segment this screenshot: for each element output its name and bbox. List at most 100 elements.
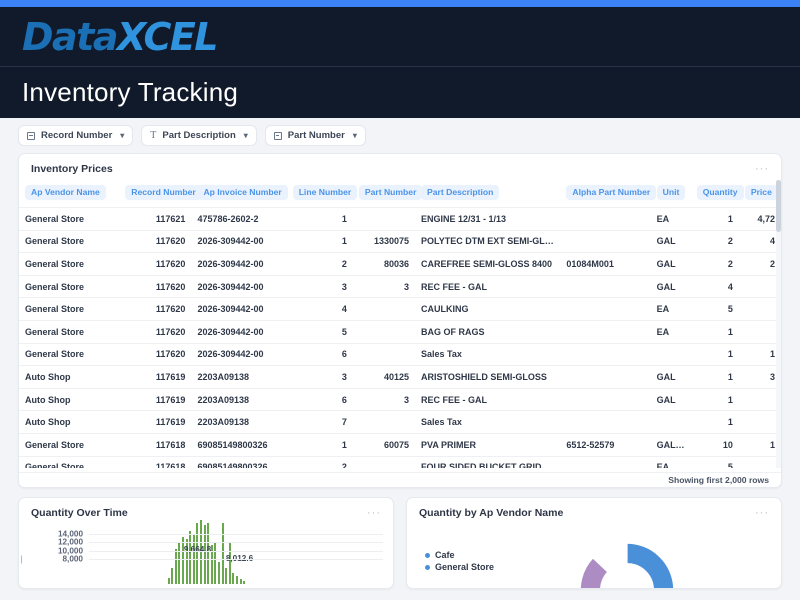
quantity-over-time-card: Quantity Over Time ··· — 14,00012,00010,…	[18, 497, 394, 589]
table-row[interactable]: General Store1176202026-309442-00280036C…	[19, 253, 781, 276]
filter-bar: Record Number ▾ T Part Description ▾ Par…	[0, 118, 800, 153]
table-cell: 117619	[119, 411, 191, 434]
chart2-options-kebab-icon[interactable]: ···	[755, 510, 769, 516]
table-cell: 3	[739, 366, 781, 389]
number-box-icon	[27, 132, 35, 140]
table-cell: 2026-309442-00	[191, 320, 286, 343]
quantity-by-vendor-plot[interactable]: Cafe General Store	[407, 526, 781, 584]
table-cell: 2	[691, 253, 739, 276]
chart1-bar	[189, 531, 191, 584]
chart1-bar	[229, 543, 231, 584]
table-cell: 117620	[119, 230, 191, 253]
table-row[interactable]: General Store1176202026-309442-004CAULKI…	[19, 298, 781, 321]
table-cell: GAL	[651, 275, 691, 298]
column-header-pill[interactable]: Ap Vendor Name	[25, 185, 106, 200]
column-header-pill[interactable]: Price	[745, 185, 778, 200]
chart1-bar	[225, 568, 227, 584]
table-cell: 1	[691, 388, 739, 411]
table-row[interactable]: Auto Shop1176192203A0913863REC FEE - GAL…	[19, 388, 781, 411]
table-row[interactable]: General Store1176202026-309442-001133007…	[19, 230, 781, 253]
table-cell	[560, 388, 650, 411]
legend-item[interactable]: General Store	[425, 562, 494, 572]
table-cell: 1	[691, 343, 739, 366]
table-cell	[560, 230, 650, 253]
table-row[interactable]: General Store1176202026-309442-0033REC F…	[19, 275, 781, 298]
table-cell	[353, 411, 415, 434]
table-row[interactable]: Auto Shop1176192203A091387Sales Tax1	[19, 411, 781, 434]
table-cell	[560, 343, 650, 366]
table-scroll-area[interactable]: Ap Vendor NameRecord NumberAp Invoice Nu…	[19, 180, 781, 468]
column-header-pill[interactable]: Alpha Part Number	[566, 185, 656, 200]
table-cell: Sales Tax	[415, 411, 560, 434]
table-cell: 1	[287, 433, 353, 456]
table-cell: 60075	[353, 433, 415, 456]
quantity-over-time-plot[interactable]: — 14,00012,00010,0008,000 9,664.88,012.6	[19, 526, 393, 584]
chart1-y-tick-labels: 14,00012,00010,0008,000	[25, 526, 83, 584]
chart1-bar	[214, 542, 216, 584]
column-header-pill[interactable]: Part Description	[421, 185, 499, 200]
table-cell: 117620	[119, 298, 191, 321]
table-cell: 3	[287, 275, 353, 298]
table-cell: GAL	[651, 253, 691, 276]
page-title: Inventory Tracking	[22, 77, 238, 108]
table-cell: 01084M001	[560, 253, 650, 276]
donut-chart[interactable]	[527, 530, 727, 589]
donut-slice[interactable]	[580, 558, 608, 589]
chart1-y-tick: 8,000	[63, 554, 84, 563]
table-cell: 117620	[119, 320, 191, 343]
table-cell: 5	[691, 298, 739, 321]
table-cell	[560, 456, 650, 468]
table-cell: FOUR SIDED BUCKET GRID 2G...	[415, 456, 560, 468]
chart1-bar	[236, 576, 238, 584]
table-options-kebab-icon[interactable]: ···	[755, 166, 769, 172]
filter-part-number[interactable]: Part Number ▾	[265, 125, 366, 146]
chart1-options-kebab-icon[interactable]: ···	[367, 510, 381, 516]
column-header-0: Ap Vendor Name	[19, 180, 119, 208]
table-row[interactable]: Auto Shop1176192203A09138340125ARISTOSHI…	[19, 366, 781, 389]
table-cell: 117620	[119, 343, 191, 366]
brand-header: DataXCEL	[0, 7, 800, 67]
column-header-pill[interactable]: Line Number	[293, 185, 358, 200]
app-root: DataXCEL Inventory Tracking Record Numbe…	[0, 0, 800, 600]
table-cell: Auto Shop	[19, 366, 119, 389]
table-cell	[560, 411, 650, 434]
column-header-pill[interactable]: Record Number	[125, 185, 201, 200]
table-header-row: Ap Vendor NameRecord NumberAp Invoice Nu…	[19, 180, 781, 208]
dataxcel-logo[interactable]: DataXCEL	[22, 18, 217, 56]
table-row[interactable]: General Store11761869085149800326160075P…	[19, 433, 781, 456]
table-cell	[353, 456, 415, 468]
table-cell	[560, 208, 650, 231]
table-title: Inventory Prices	[31, 163, 113, 175]
filter-part-description[interactable]: T Part Description ▾	[141, 125, 257, 146]
column-header-pill[interactable]: Part Number	[359, 185, 423, 200]
chart2-title: Quantity by Ap Vendor Name	[419, 507, 563, 519]
table-cell: 2	[287, 253, 353, 276]
table-row[interactable]: General Store117621475786-2602-21ENGINE …	[19, 208, 781, 231]
table-scrollbar-thumb[interactable]	[776, 180, 781, 232]
legend-label: General Store	[435, 562, 494, 572]
column-header-pill[interactable]: Quantity	[697, 185, 744, 200]
column-header-7: Unit	[651, 180, 691, 208]
table-cell	[560, 320, 650, 343]
table-cell: 475786-2602-2	[191, 208, 286, 231]
column-header-1: Record Number	[119, 180, 191, 208]
table-cell: 2	[739, 253, 781, 276]
table-scrollbar-track[interactable]	[776, 180, 781, 468]
table-cell	[739, 320, 781, 343]
table-row[interactable]: General Store1176202026-309442-006Sales …	[19, 343, 781, 366]
filter-record-number[interactable]: Record Number ▾	[18, 125, 133, 146]
table-cell: Auto Shop	[19, 388, 119, 411]
table-cell: 1	[691, 411, 739, 434]
donut-slice[interactable]	[627, 543, 674, 589]
table-cell: 1	[739, 343, 781, 366]
table-row[interactable]: General Store117618690851498003262FOUR S…	[19, 456, 781, 468]
table-cell: 117619	[119, 388, 191, 411]
legend-item[interactable]: Cafe	[425, 550, 494, 560]
table-cell: 2026-309442-00	[191, 343, 286, 366]
table-cell: 2203A09138	[191, 366, 286, 389]
chart1-gridline	[89, 551, 383, 552]
column-header-4: Part Number	[353, 180, 415, 208]
column-header-pill[interactable]: Unit	[657, 185, 686, 200]
column-header-pill[interactable]: Ap Invoice Number	[197, 185, 287, 200]
table-row[interactable]: General Store1176202026-309442-005BAG OF…	[19, 320, 781, 343]
